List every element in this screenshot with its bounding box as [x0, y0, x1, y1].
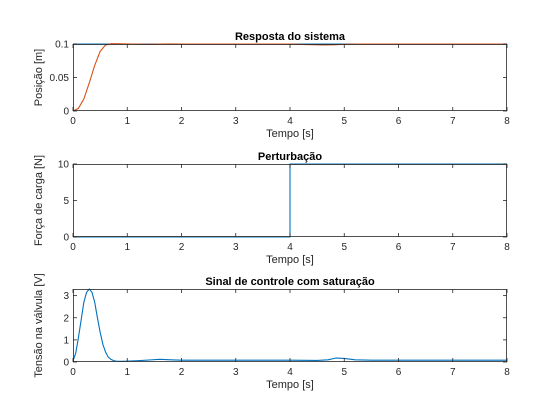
x-tick-label: 0: [70, 116, 76, 127]
x-tick-label: 4: [287, 367, 293, 378]
x-tick-label: 4: [287, 242, 293, 253]
x-tick-label: 2: [179, 116, 185, 127]
x-tick-label: 7: [450, 242, 456, 253]
x-tick-label: 5: [341, 367, 347, 378]
y-tick-label: 2: [63, 313, 69, 324]
y-axis-label: Tensão na válvula [V]: [33, 273, 45, 378]
subplot-1: 0 1 2 3 4 5 6 7 8 0 0.05 0.1 Resposta do sistema Temp…: [33, 31, 510, 140]
chart-title: Resposta do sistema: [235, 31, 346, 43]
x-tick-label: 5: [341, 242, 347, 253]
y-tick-label: 3: [63, 291, 69, 302]
y-axis-label: Posição [m]: [33, 49, 45, 106]
x-tick-label: 2: [179, 242, 185, 253]
y-tick-label: 0: [63, 107, 69, 118]
y-tick-label: 0.1: [55, 40, 69, 51]
x-axis-label: Tempo [s]: [266, 254, 314, 266]
x-tick-label: 3: [233, 367, 239, 378]
y-tick-label: 0.05: [50, 73, 70, 84]
plot-area: [73, 289, 507, 362]
x-tick-label: 7: [450, 367, 456, 378]
x-tick-label: 2: [179, 367, 185, 378]
subplot-3: 0 1 2 3 4 5 6 7 8 0 1 2 3 Sinal de controle com satur…: [33, 273, 510, 391]
subplot-2: 0 1 2 3 4 5 6 7 8 0 5 10 Perturbação Tempo [s] Força d…: [33, 151, 510, 266]
chart-title: Sinal de controle com saturação: [205, 276, 375, 288]
x-axis-label: Tempo [s]: [266, 379, 314, 391]
x-tick-label: 3: [233, 242, 239, 253]
x-tick-label: 4: [287, 116, 293, 127]
plot-area: [73, 44, 507, 111]
x-tick-label: 8: [504, 367, 510, 378]
x-tick-label: 8: [504, 116, 510, 127]
y-tick-label: 1: [63, 335, 69, 346]
x-tick-label: 0: [70, 242, 76, 253]
x-tick-label: 8: [504, 242, 510, 253]
y-tick-label: 10: [58, 160, 70, 171]
x-tick-label: 5: [341, 116, 347, 127]
x-tick-label: 3: [233, 116, 239, 127]
x-tick-label: 7: [450, 116, 456, 127]
y-axis-label: Força de carga [N]: [33, 155, 45, 246]
x-tick-label: 6: [396, 367, 402, 378]
x-tick-label: 6: [396, 116, 402, 127]
x-tick-label: 6: [396, 242, 402, 253]
x-tick-label: 0: [70, 367, 76, 378]
x-tick-label: 1: [124, 116, 130, 127]
x-axis-label: Tempo [s]: [266, 128, 314, 140]
chart-title: Perturbação: [258, 151, 322, 163]
y-tick-label: 0: [63, 358, 69, 369]
y-tick-label: 5: [63, 196, 69, 207]
y-tick-label: 0: [63, 233, 69, 244]
x-tick-label: 1: [124, 367, 130, 378]
x-tick-label: 1: [124, 242, 130, 253]
